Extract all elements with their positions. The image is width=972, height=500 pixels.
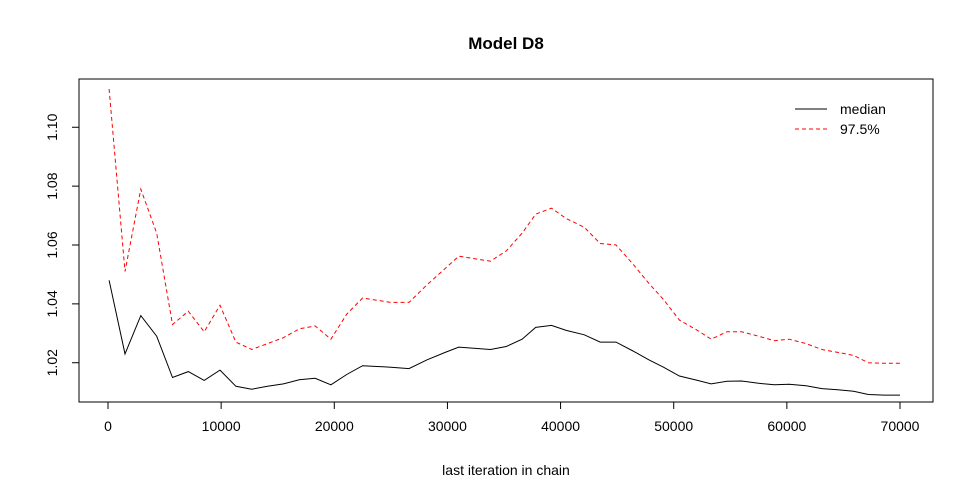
- x-tick-label: 30000: [428, 418, 467, 434]
- series-group: [108, 88, 900, 396]
- legend-label: median: [840, 101, 886, 117]
- series-line-median: [108, 280, 900, 396]
- x-tick-label: 70000: [881, 418, 920, 434]
- y-axis: 1.02 1.04 1.06 1.08 1.10: [44, 113, 80, 376]
- y-tick-label: 1.06: [44, 231, 60, 258]
- y-tick-label: 1.08: [44, 172, 60, 199]
- x-axis: 0 10000 20000 30000 40000 50000 60000 70000: [104, 401, 920, 434]
- chart-title: Model D8: [468, 34, 544, 53]
- x-tick-label: 20000: [315, 418, 354, 434]
- legend-label: 97.5%: [840, 121, 880, 137]
- x-tick-label: 60000: [767, 418, 806, 434]
- x-tick-label: 10000: [202, 418, 241, 434]
- x-tick-label: 0: [104, 418, 112, 434]
- x-tick-label: 40000: [541, 418, 580, 434]
- legend: median 97.5%: [795, 101, 886, 137]
- series-line-97-5: [108, 88, 900, 364]
- x-axis-label: last iteration in chain: [442, 462, 570, 478]
- y-tick-label: 1.10: [44, 113, 60, 140]
- y-tick-label: 1.04: [44, 290, 60, 317]
- plot-box: [78, 78, 934, 403]
- y-tick-label: 1.02: [44, 349, 60, 376]
- x-tick-label: 50000: [654, 418, 693, 434]
